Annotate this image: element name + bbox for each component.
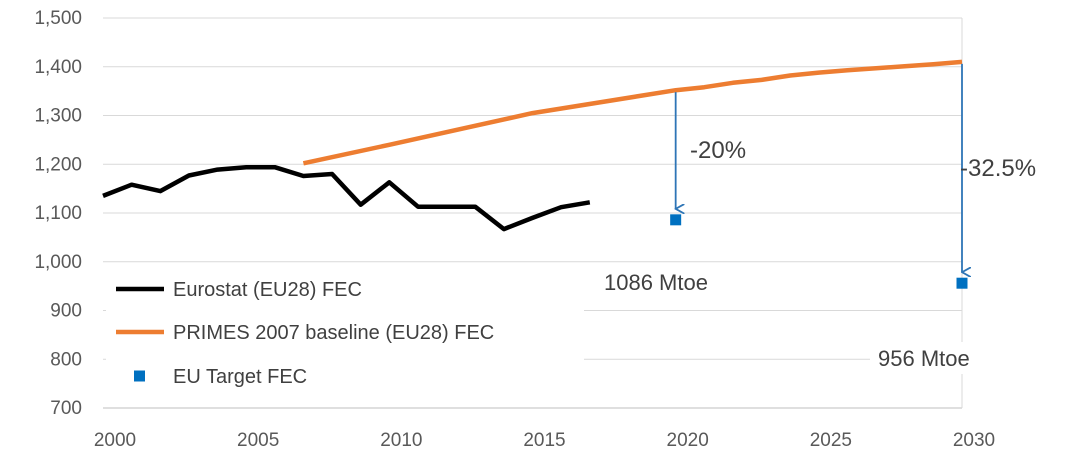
annotation-layer: -20% -32.5% 1086 Mtoe 956 Mtoe — [596, 63, 1036, 374]
legend-swatch-marker — [134, 370, 145, 382]
x-tick-label: 2020 — [667, 430, 709, 450]
annotation-background — [870, 342, 990, 374]
annotation-background — [596, 266, 729, 298]
legend: Eurostat (EU28) FEC PRIMES 2007 baseline … — [106, 264, 584, 402]
x-tick-label: 2025 — [810, 430, 852, 450]
x-tick-label: 2010 — [380, 430, 422, 450]
annotation-label: 956 Mtoe — [878, 346, 970, 371]
legend-background — [106, 264, 584, 402]
y-tick-label: 1,300 — [34, 106, 82, 127]
legend-label: EU Target FEC — [173, 366, 307, 388]
annotation-label: -32.5% — [960, 155, 1036, 182]
series-line-1 — [302, 59, 963, 166]
y-tick-label: 1,100 — [34, 203, 82, 224]
x-tick-label: 2015 — [523, 430, 565, 450]
target-marker — [956, 277, 968, 289]
annotation-label: 1086 Mtoe — [604, 270, 708, 295]
legend-label: PRIMES 2007 baseline (EU28) FEC — [173, 322, 494, 344]
series-line-0 — [102, 164, 591, 232]
x-tick-label: 2005 — [237, 430, 279, 450]
y-tick-label: 1,400 — [34, 57, 82, 78]
x-tick-label: 2000 — [94, 430, 136, 450]
y-tick-label: 900 — [50, 301, 82, 322]
y-tick-label: 800 — [50, 349, 82, 370]
target-marker — [670, 214, 682, 226]
y-tick-label: 700 — [50, 398, 82, 419]
legend-label: Eurostat (EU28) FEC — [173, 279, 362, 301]
y-axis-ticks: 700 800 900 1,000 1,100 1,200 1,300 1,400 1,500 — [34, 8, 82, 419]
annotation-label: -20% — [690, 137, 746, 164]
x-axis-ticks: 2000 2005 2010 2015 2020 2025 2030 — [94, 430, 995, 450]
y-tick-label: 1,500 — [34, 8, 82, 29]
series-layer — [102, 59, 968, 289]
y-tick-label: 1,000 — [34, 252, 82, 273]
x-tick-label: 2030 — [953, 430, 995, 450]
y-tick-label: 1,200 — [34, 154, 82, 175]
